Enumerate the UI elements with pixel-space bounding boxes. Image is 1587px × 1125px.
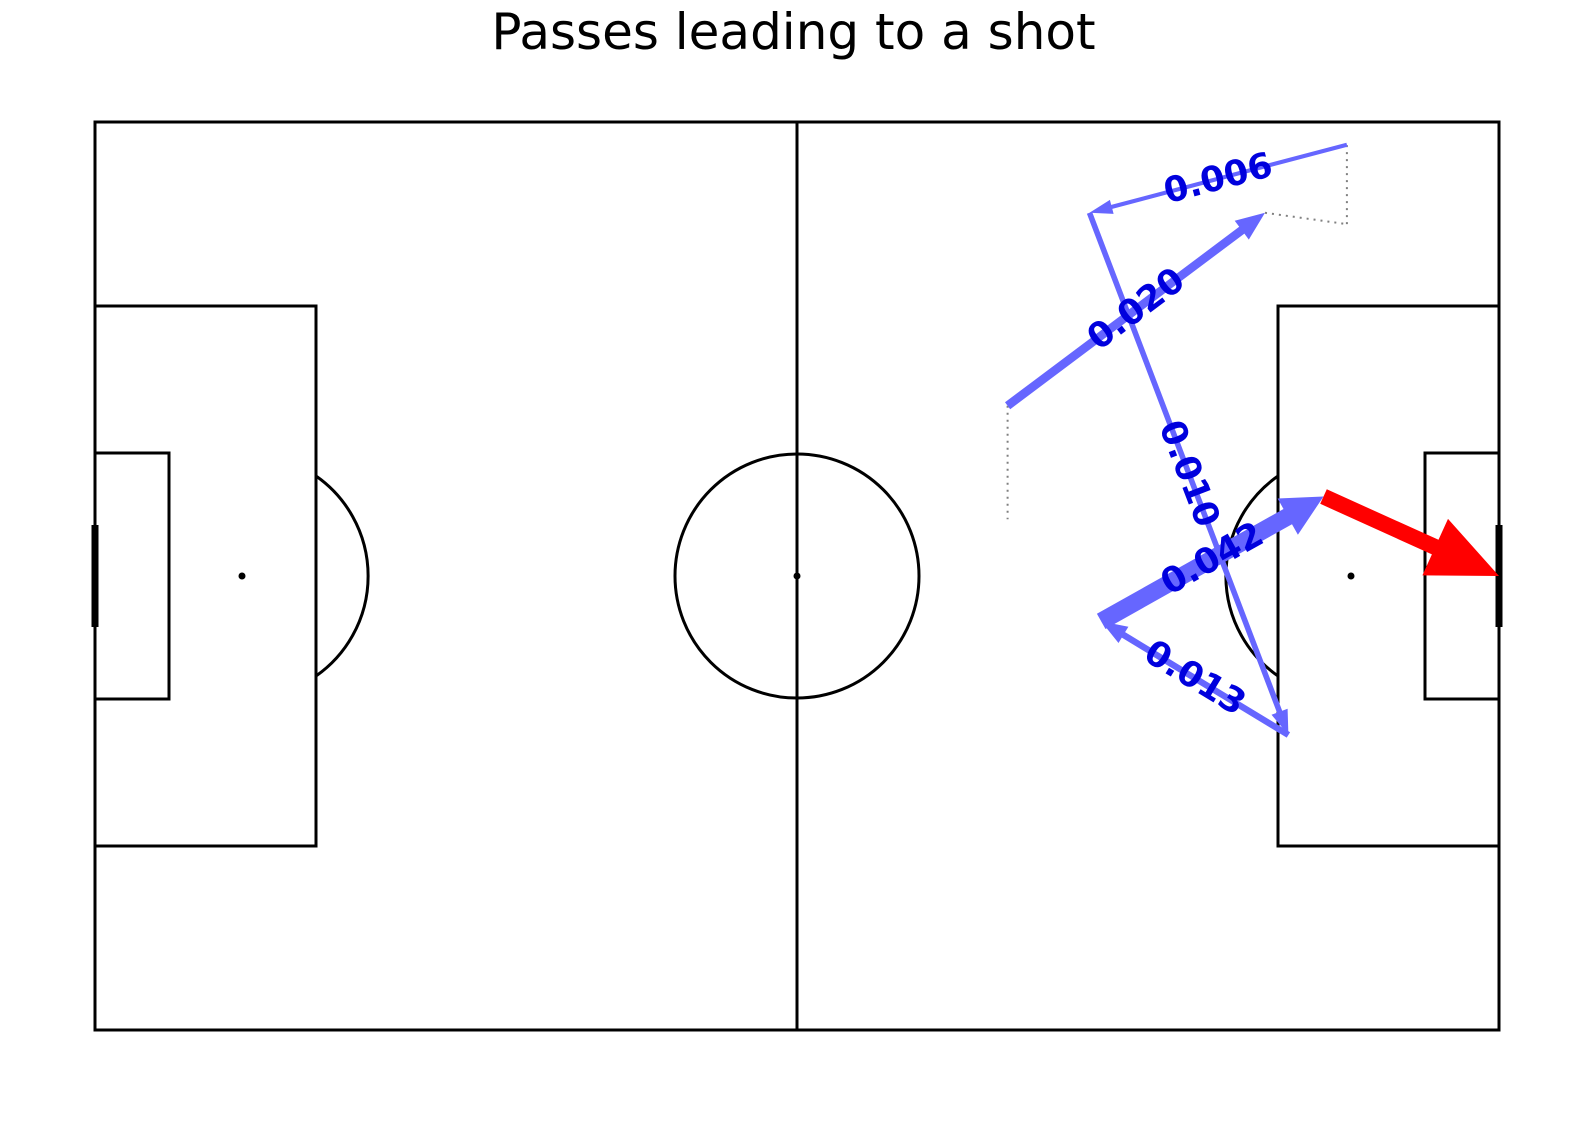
pass-arrows bbox=[1005, 142, 1348, 738]
chart-title: Passes leading to a shot bbox=[491, 3, 1096, 61]
pass-arrow bbox=[1096, 496, 1324, 629]
shot-arrow bbox=[1320, 489, 1499, 576]
pitch-markings bbox=[91, 120, 1503, 1032]
left-six-yard-box bbox=[93, 451, 171, 701]
carry-lines bbox=[1006, 144, 1348, 520]
right-six-yard-box bbox=[1423, 451, 1501, 701]
pass-arrow bbox=[1005, 212, 1265, 410]
pass-arrow bbox=[1089, 142, 1348, 214]
left-penalty-spot bbox=[238, 572, 246, 580]
pass-arrow bbox=[1101, 621, 1291, 738]
left-penalty-area bbox=[93, 304, 318, 848]
shot-arrow-group bbox=[1320, 489, 1499, 576]
left-penalty-arc bbox=[315, 474, 370, 678]
center-circle bbox=[673, 452, 921, 700]
right-penalty-spot bbox=[1347, 572, 1355, 580]
pass-value-label: 0.006 bbox=[1160, 145, 1277, 212]
pass-value-label: 0.020 bbox=[1080, 260, 1193, 358]
pass-value-label: 0.013 bbox=[1137, 632, 1252, 724]
right-penalty-area bbox=[1276, 304, 1501, 848]
pass-value-label: 0.010 bbox=[1150, 415, 1227, 533]
center-spot bbox=[793, 572, 801, 580]
carry-line bbox=[1264, 211, 1348, 226]
pass-arrow bbox=[1086, 211, 1289, 735]
